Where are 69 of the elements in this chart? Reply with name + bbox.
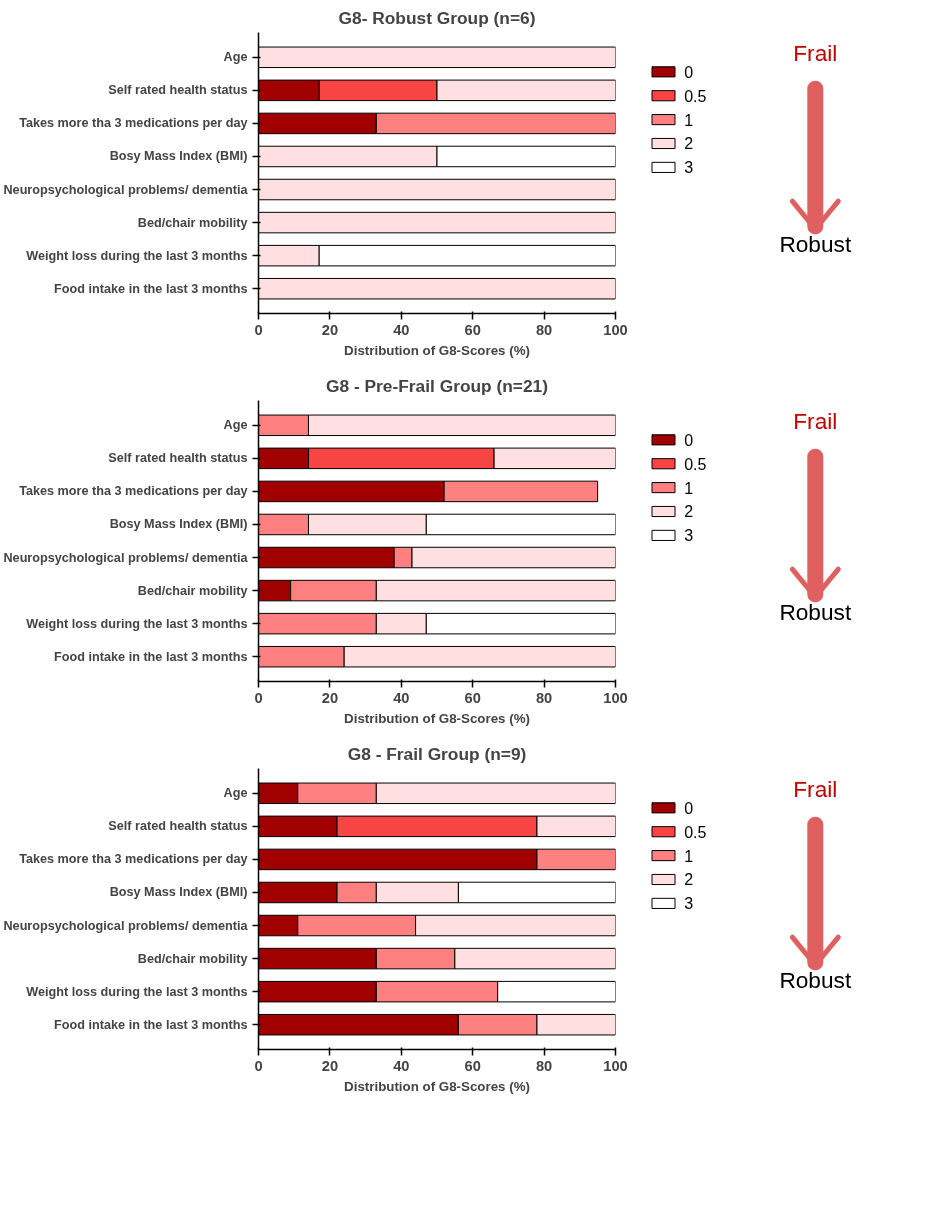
y-tick-label: Weight loss during the last 3 months	[26, 248, 248, 263]
y-tick-label: Bosy Mass Index (BMI)	[109, 885, 248, 900]
legend-label: 2	[684, 135, 694, 153]
y-tick-label: Self rated health status	[108, 451, 248, 466]
x-tick-label: 40	[393, 689, 410, 706]
x-axis-title: Distribution of G8-Scores (%)	[344, 1078, 530, 1094]
chart-title: G8 - Frail Group (n=9)	[347, 743, 527, 764]
y-tick-label: Age	[223, 50, 248, 65]
x-tick-label: 40	[393, 321, 410, 338]
y-tick-label: Age	[223, 786, 248, 801]
legend-label: 0.5	[684, 87, 707, 105]
legend-label: 2	[684, 871, 694, 889]
legend-label: 1	[684, 847, 694, 865]
legend-label: 1	[684, 479, 694, 497]
y-tick-label: Neuropsychological problems/ dementia	[3, 918, 249, 933]
x-tick-label: 80	[535, 689, 553, 706]
x-tick-label: 60	[464, 689, 481, 706]
y-tick-label: Bed/chair mobility	[137, 215, 248, 230]
text: Frail	[793, 776, 838, 803]
y-tick-label: Weight loss during the last 3 months	[26, 984, 248, 999]
y-tick-label: Weight loss during the last 3 months	[26, 616, 248, 631]
x-tick-label: 80	[535, 1057, 553, 1074]
x-tick-label: 40	[393, 1057, 410, 1074]
legend-label: 0	[684, 63, 694, 81]
y-tick-label: Food intake in the last 3 months	[54, 649, 248, 664]
x-tick-label: 0	[254, 689, 263, 706]
y-tick-label: Food intake in the last 3 months	[54, 281, 248, 296]
legend-label: 0	[684, 799, 694, 817]
x-tick-label: 100	[603, 689, 628, 706]
x-tick-label: 60	[464, 321, 481, 338]
text: Robust	[779, 967, 852, 994]
y-tick-label: Takes more tha 3 medications per day	[19, 852, 248, 867]
y-tick-label: Self rated health status	[108, 83, 248, 98]
legend-label: 3	[684, 895, 694, 913]
y-tick-label: Takes more tha 3 medications per day	[19, 116, 248, 131]
x-tick-label: 20	[321, 1057, 339, 1074]
legend-label: 3	[684, 159, 694, 177]
legend-label: 3	[684, 527, 694, 545]
y-tick-label: Bosy Mass Index (BMI)	[109, 149, 248, 164]
y-tick-label: Age	[223, 418, 248, 433]
x-tick-label: 80	[535, 321, 553, 338]
text: Frail	[793, 40, 838, 67]
chart-title: G8- Robust Group (n=6)	[338, 7, 536, 28]
text: Robust	[779, 231, 852, 258]
x-tick-label: 0	[254, 321, 263, 338]
x-tick-label: 20	[321, 689, 339, 706]
legend-label: 0.5	[684, 455, 707, 473]
x-axis-title: Distribution of G8-Scores (%)	[344, 342, 530, 358]
x-tick-label: 100	[603, 321, 628, 338]
legend-label: 0.5	[684, 823, 707, 841]
y-tick-label: Bed/chair mobility	[137, 951, 248, 966]
x-tick-label: 100	[603, 1057, 628, 1074]
y-tick-label: Self rated health status	[108, 819, 248, 834]
x-tick-label: 20	[321, 321, 339, 338]
legend-label: 1	[684, 111, 694, 129]
y-tick-label: Neuropsychological problems/ dementia	[3, 550, 249, 565]
x-tick-label: 0	[254, 1057, 263, 1074]
y-tick-label: Bed/chair mobility	[137, 583, 248, 598]
legend-label: 0	[684, 431, 694, 449]
y-tick-label: Bosy Mass Index (BMI)	[109, 517, 248, 532]
chart-title: G8 - Pre-Frail Group (n=21)	[326, 375, 548, 396]
x-tick-label: 60	[464, 1057, 481, 1074]
text: Frail	[793, 408, 838, 435]
y-tick-label: Food intake in the last 3 months	[54, 1017, 248, 1032]
y-tick-label: Takes more tha 3 medications per day	[19, 484, 248, 499]
x-axis-title: Distribution of G8-Scores (%)	[344, 710, 530, 726]
legend-label: 2	[684, 503, 694, 521]
y-tick-label: Neuropsychological problems/ dementia	[3, 182, 249, 197]
text: Robust	[779, 599, 852, 626]
